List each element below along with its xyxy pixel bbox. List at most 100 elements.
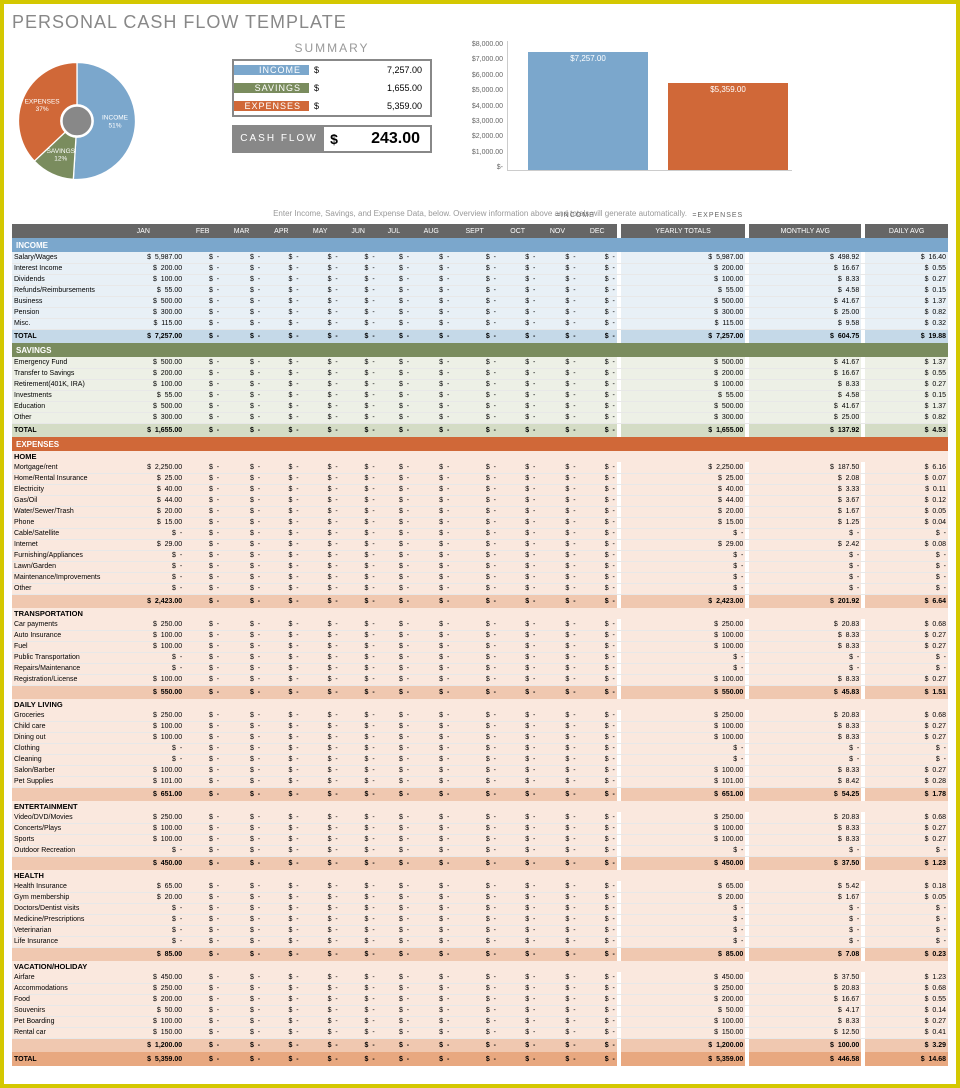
table-row[interactable]: Investments$ 55.00$ -$ -$ -$ -$ -$ -$ -$…	[12, 390, 948, 401]
table-row[interactable]: Veterinarian$ -$ -$ -$ -$ -$ -$ -$ -$ -$…	[12, 925, 948, 936]
table-row[interactable]: Auto Insurance$ 100.00$ -$ -$ -$ -$ -$ -…	[12, 630, 948, 641]
table-row[interactable]: Retirement(401K, IRA)$ 100.00$ -$ -$ -$ …	[12, 379, 948, 390]
table-row[interactable]: Clothing$ -$ -$ -$ -$ -$ -$ -$ -$ -$ -$ …	[12, 743, 948, 754]
total-row: $ 651.00$ -$ -$ -$ -$ -$ -$ -$ -$ -$ -$ …	[12, 787, 948, 801]
table-row[interactable]: Registration/License$ 100.00$ -$ -$ -$ -…	[12, 674, 948, 685]
table-row[interactable]: Public Transportation$ -$ -$ -$ -$ -$ -$…	[12, 652, 948, 663]
table-row[interactable]: Pet Supplies$ 101.00$ -$ -$ -$ -$ -$ -$ …	[12, 776, 948, 787]
table-row[interactable]: Gym membership$ 20.00$ -$ -$ -$ -$ -$ -$…	[12, 892, 948, 903]
svg-text:INCOME: INCOME	[102, 115, 129, 122]
summary-value: 1,655.00	[324, 83, 430, 93]
total-row: $ 450.00$ -$ -$ -$ -$ -$ -$ -$ -$ -$ -$ …	[12, 856, 948, 870]
overview-panel: INCOME51%SAVINGS12%EXPENSES37% SUMMARY I…	[12, 41, 948, 201]
table-row[interactable]: Maintenance/Improvements$ -$ -$ -$ -$ -$…	[12, 572, 948, 583]
bar-segment: $7,257.00	[528, 52, 648, 170]
table-row[interactable]: Souvenirs$ 50.00$ -$ -$ -$ -$ -$ -$ -$ -…	[12, 1005, 948, 1016]
summary-box: SUMMARY INCOME$7,257.00SAVINGS$1,655.00E…	[232, 41, 432, 201]
table-row[interactable]: Life Insurance$ -$ -$ -$ -$ -$ -$ -$ -$ …	[12, 936, 948, 947]
total-row: $ 85.00$ -$ -$ -$ -$ -$ -$ -$ -$ -$ -$ -…	[12, 947, 948, 961]
table-row[interactable]: Accommodations$ 250.00$ -$ -$ -$ -$ -$ -…	[12, 983, 948, 994]
table-row[interactable]: Transfer to Savings$ 200.00$ -$ -$ -$ -$…	[12, 368, 948, 379]
summary-row: SAVINGS$1,655.00	[234, 79, 430, 97]
total-row: TOTAL$ 5,359.00$ -$ -$ -$ -$ -$ -$ -$ -$…	[12, 1052, 948, 1066]
summary-row: EXPENSES$5,359.00	[234, 97, 430, 115]
category-header: ENTERTAINMENT	[12, 801, 948, 812]
table-row[interactable]: Gas/Oil$ 44.00$ -$ -$ -$ -$ -$ -$ -$ -$ …	[12, 495, 948, 506]
table-row[interactable]: Child care$ 100.00$ -$ -$ -$ -$ -$ -$ -$…	[12, 721, 948, 732]
table-header: JANFEBMARAPRMAYJUNJULAUGSEPTOCTNOVDECYEA…	[12, 224, 948, 238]
table-row[interactable]: Repairs/Maintenance$ -$ -$ -$ -$ -$ -$ -…	[12, 663, 948, 674]
currency-symbol: $	[324, 131, 344, 147]
table-row[interactable]: Other$ 300.00$ -$ -$ -$ -$ -$ -$ -$ -$ -…	[12, 412, 948, 423]
total-row: $ 550.00$ -$ -$ -$ -$ -$ -$ -$ -$ -$ -$ …	[12, 685, 948, 699]
table-row[interactable]: Furnishing/Appliances$ -$ -$ -$ -$ -$ -$…	[12, 550, 948, 561]
table-row[interactable]: Medicine/Prescriptions$ -$ -$ -$ -$ -$ -…	[12, 914, 948, 925]
table-row[interactable]: Pension$ 300.00$ -$ -$ -$ -$ -$ -$ -$ -$…	[12, 307, 948, 318]
page-title: PERSONAL CASH FLOW TEMPLATE	[12, 12, 948, 33]
table-row[interactable]: Dining out$ 100.00$ -$ -$ -$ -$ -$ -$ -$…	[12, 732, 948, 743]
table-row[interactable]: Airfare$ 450.00$ -$ -$ -$ -$ -$ -$ -$ -$…	[12, 972, 948, 983]
table-row[interactable]: Mortgage/rent$ 2,250.00$ -$ -$ -$ -$ -$ …	[12, 462, 948, 473]
table-row[interactable]: Health Insurance$ 65.00$ -$ -$ -$ -$ -$ …	[12, 881, 948, 892]
table-row[interactable]: Concerts/Plays$ 100.00$ -$ -$ -$ -$ -$ -…	[12, 823, 948, 834]
total-row: TOTAL$ 7,257.00$ -$ -$ -$ -$ -$ -$ -$ -$…	[12, 329, 948, 343]
table-row[interactable]: Home/Rental Insurance$ 25.00$ -$ -$ -$ -…	[12, 473, 948, 484]
category-header: DAILY LIVING	[12, 699, 948, 710]
table-row[interactable]: Food$ 200.00$ -$ -$ -$ -$ -$ -$ -$ -$ -$…	[12, 994, 948, 1005]
table-row[interactable]: Salary/Wages$ 5,987.00$ -$ -$ -$ -$ -$ -…	[12, 252, 948, 263]
table-row[interactable]: Internet$ 29.00$ -$ -$ -$ -$ -$ -$ -$ -$…	[12, 539, 948, 550]
table-row[interactable]: Outdoor Recreation$ -$ -$ -$ -$ -$ -$ -$…	[12, 845, 948, 856]
instruction-text: Enter Income, Savings, and Expense Data,…	[12, 209, 948, 218]
cashflow-value: 243.00	[344, 130, 430, 148]
table-row[interactable]: Doctors/Dentist visits$ -$ -$ -$ -$ -$ -…	[12, 903, 948, 914]
svg-text:37%: 37%	[36, 106, 49, 113]
summary-value: 5,359.00	[324, 101, 430, 111]
table-row[interactable]: Phone$ 15.00$ -$ -$ -$ -$ -$ -$ -$ -$ -$…	[12, 517, 948, 528]
summary-label: SAVINGS	[234, 83, 309, 93]
table-row[interactable]: Dividends$ 100.00$ -$ -$ -$ -$ -$ -$ -$ …	[12, 274, 948, 285]
summary-title: SUMMARY	[232, 41, 432, 55]
bar-segment: $5,359.00	[668, 83, 788, 170]
table-row[interactable]: Groceries$ 250.00$ -$ -$ -$ -$ -$ -$ -$ …	[12, 710, 948, 721]
table-row[interactable]: Other$ -$ -$ -$ -$ -$ -$ -$ -$ -$ -$ -$ …	[12, 583, 948, 594]
table-row[interactable]: Video/DVD/Movies$ 250.00$ -$ -$ -$ -$ -$…	[12, 812, 948, 823]
summary-label: EXPENSES	[234, 101, 309, 111]
table-row[interactable]: Interest Income$ 200.00$ -$ -$ -$ -$ -$ …	[12, 263, 948, 274]
data-table: JANFEBMARAPRMAYJUNJULAUGSEPTOCTNOVDECYEA…	[12, 224, 948, 1066]
table-row[interactable]: Education$ 500.00$ -$ -$ -$ -$ -$ -$ -$ …	[12, 401, 948, 412]
section-header: INCOME	[12, 238, 948, 252]
table-row[interactable]: Emergency Fund$ 500.00$ -$ -$ -$ -$ -$ -…	[12, 357, 948, 368]
table-row[interactable]: Refunds/Reimbursements$ 55.00$ -$ -$ -$ …	[12, 285, 948, 296]
table-row[interactable]: Rental car$ 150.00$ -$ -$ -$ -$ -$ -$ -$…	[12, 1027, 948, 1038]
table-row[interactable]: Fuel$ 100.00$ -$ -$ -$ -$ -$ -$ -$ -$ -$…	[12, 641, 948, 652]
cashflow-box: CASH FLOW $ 243.00	[232, 125, 432, 153]
total-row: $ 1,200.00$ -$ -$ -$ -$ -$ -$ -$ -$ -$ -…	[12, 1038, 948, 1052]
svg-text:51%: 51%	[108, 122, 121, 129]
table-row[interactable]: Cable/Satellite$ -$ -$ -$ -$ -$ -$ -$ -$…	[12, 528, 948, 539]
category-header: HOME	[12, 451, 948, 462]
total-row: $ 2,423.00$ -$ -$ -$ -$ -$ -$ -$ -$ -$ -…	[12, 594, 948, 608]
svg-text:EXPENSES: EXPENSES	[25, 98, 61, 105]
svg-text:SAVINGS: SAVINGS	[47, 148, 76, 155]
summary-row: INCOME$7,257.00	[234, 61, 430, 79]
table-row[interactable]: Salon/Barber$ 100.00$ -$ -$ -$ -$ -$ -$ …	[12, 765, 948, 776]
summary-value: 7,257.00	[324, 65, 430, 75]
bar-chart: $8,000.00$7,000.00$6,000.00$5,000.00$4,0…	[452, 41, 792, 201]
table-row[interactable]: Car payments$ 250.00$ -$ -$ -$ -$ -$ -$ …	[12, 619, 948, 630]
table-row[interactable]: Sports$ 100.00$ -$ -$ -$ -$ -$ -$ -$ -$ …	[12, 834, 948, 845]
table-row[interactable]: Misc.$ 115.00$ -$ -$ -$ -$ -$ -$ -$ -$ -…	[12, 318, 948, 329]
table-row[interactable]: Pet Boarding$ 100.00$ -$ -$ -$ -$ -$ -$ …	[12, 1016, 948, 1027]
table-row[interactable]: Lawn/Garden$ -$ -$ -$ -$ -$ -$ -$ -$ -$ …	[12, 561, 948, 572]
section-header: SAVINGS	[12, 343, 948, 357]
section-header: EXPENSES	[12, 437, 948, 451]
category-header: TRANSPORTATION	[12, 608, 948, 619]
cashflow-label: CASH FLOW	[234, 127, 324, 151]
summary-label: INCOME	[234, 65, 309, 75]
table-row[interactable]: Business$ 500.00$ -$ -$ -$ -$ -$ -$ -$ -…	[12, 296, 948, 307]
svg-text:12%: 12%	[54, 156, 67, 163]
pie-chart: INCOME51% SAVINGS12% EXPENSES37%	[12, 41, 212, 201]
table-row[interactable]: Water/Sewer/Trash$ 20.00$ -$ -$ -$ -$ -$…	[12, 506, 948, 517]
table-row[interactable]: Cleaning$ -$ -$ -$ -$ -$ -$ -$ -$ -$ -$ …	[12, 754, 948, 765]
table-row[interactable]: Electricity$ 40.00$ -$ -$ -$ -$ -$ -$ -$…	[12, 484, 948, 495]
category-header: VACATION/HOLIDAY	[12, 961, 948, 972]
